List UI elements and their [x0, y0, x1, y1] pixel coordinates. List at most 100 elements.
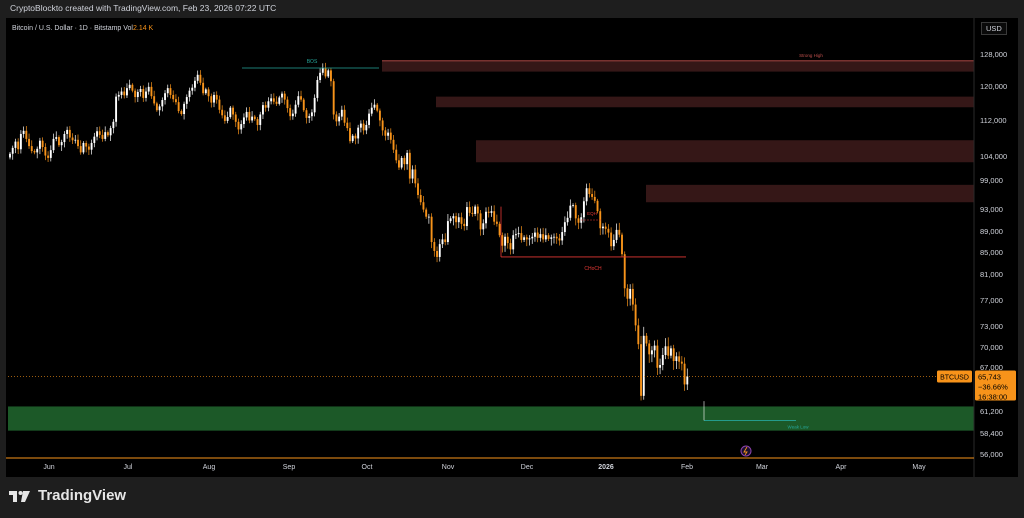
candle-body [245, 111, 248, 118]
candle [607, 224, 610, 238]
x-tick-label: Jul [124, 464, 133, 471]
candle [408, 149, 411, 184]
candle-body [150, 86, 153, 97]
candle-body [602, 226, 604, 229]
candle-body [202, 82, 205, 94]
candle-body [395, 149, 398, 161]
currency-badge[interactable]: USD [981, 22, 1007, 35]
candle [330, 68, 332, 87]
candle [232, 105, 234, 120]
candle [30, 140, 33, 154]
price-chart[interactable]: BOS CHoCH EQH Strong High Weak Low 128,000 120… [6, 18, 1018, 477]
candle-body [653, 345, 656, 351]
candle [417, 178, 419, 199]
candle-body [310, 112, 313, 117]
candle-body [297, 96, 300, 105]
candle [169, 84, 172, 99]
candle-body [161, 100, 164, 107]
candle [452, 213, 455, 226]
candle-body [523, 237, 526, 240]
candle [506, 232, 509, 249]
candle [87, 143, 90, 155]
candle-body [264, 105, 267, 108]
symbol-tag-bg [937, 370, 972, 383]
candle-body [104, 132, 107, 139]
candle [147, 82, 150, 95]
candle [466, 201, 468, 231]
candle [563, 216, 566, 236]
candle-body [259, 114, 262, 125]
candle-body [376, 104, 379, 111]
y-tick-label: 112,000 [980, 116, 1007, 125]
y-tick-label: 67,000 [980, 363, 1003, 372]
symbol-tag-label: BTCUSD [940, 375, 969, 382]
candle [139, 85, 142, 97]
candle-body [180, 111, 183, 115]
candle [248, 106, 251, 124]
candle [74, 135, 77, 144]
candle-body [550, 237, 553, 239]
candle [653, 340, 656, 358]
candle-body [283, 93, 286, 100]
candle [134, 88, 137, 103]
candle-body [520, 233, 523, 240]
candle [525, 234, 528, 247]
y-tick-label: 81,000 [980, 270, 1003, 279]
candle [602, 223, 604, 235]
candle-body [406, 152, 409, 165]
candle-body [101, 134, 104, 139]
candle [343, 105, 346, 126]
y-tick-label: 128,000 [980, 50, 1007, 59]
candle-body [128, 84, 131, 89]
zone-supply-1 [436, 96, 974, 108]
candle [547, 233, 550, 241]
candle-body [262, 105, 264, 115]
candle [98, 126, 101, 139]
candle-body [680, 361, 683, 364]
candle [25, 126, 28, 143]
candle-body [425, 209, 428, 217]
candle [281, 91, 283, 103]
candle-body [501, 235, 504, 246]
candle-body [547, 235, 550, 239]
candle [150, 82, 153, 99]
candle [106, 130, 109, 138]
candle [351, 133, 354, 143]
candle [115, 93, 118, 127]
candle [362, 119, 365, 135]
candle [425, 207, 428, 219]
candle-body [534, 232, 536, 237]
candle [514, 228, 517, 240]
candle [180, 109, 183, 116]
candle-body [539, 234, 542, 238]
candle [572, 203, 574, 208]
candle [474, 204, 477, 217]
candle-body [574, 205, 577, 219]
candle [14, 138, 17, 154]
candle-body [289, 108, 292, 117]
candle-body [58, 137, 60, 146]
candle [648, 339, 651, 363]
candle [191, 84, 194, 95]
candle [207, 87, 210, 102]
candle-body [174, 99, 177, 103]
candle-body [656, 345, 659, 368]
candle [672, 344, 675, 370]
chart-panel[interactable]: BOS CHoCH EQH Strong High Weak Low 128,000 120… [6, 18, 1018, 477]
x-tick-label: Dec [521, 464, 534, 471]
candle [63, 131, 66, 148]
candle-body [185, 97, 188, 104]
candle [77, 134, 79, 149]
candle [650, 346, 653, 363]
candle-body [25, 130, 28, 139]
candle-body [338, 116, 341, 122]
candle-body [74, 139, 77, 141]
candle [626, 284, 629, 307]
candle-body [177, 102, 180, 112]
candle-body [300, 96, 302, 100]
candle [610, 227, 613, 251]
candle-body [36, 148, 39, 153]
candle [58, 135, 60, 147]
candle-body [528, 238, 531, 240]
candle-body [155, 103, 158, 111]
